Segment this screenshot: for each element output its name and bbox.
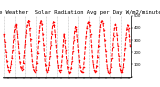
Title: Milwaukee Weather  Solar Radiation Avg per Day W/m2/minute: Milwaukee Weather Solar Radiation Avg pe…: [0, 10, 160, 15]
